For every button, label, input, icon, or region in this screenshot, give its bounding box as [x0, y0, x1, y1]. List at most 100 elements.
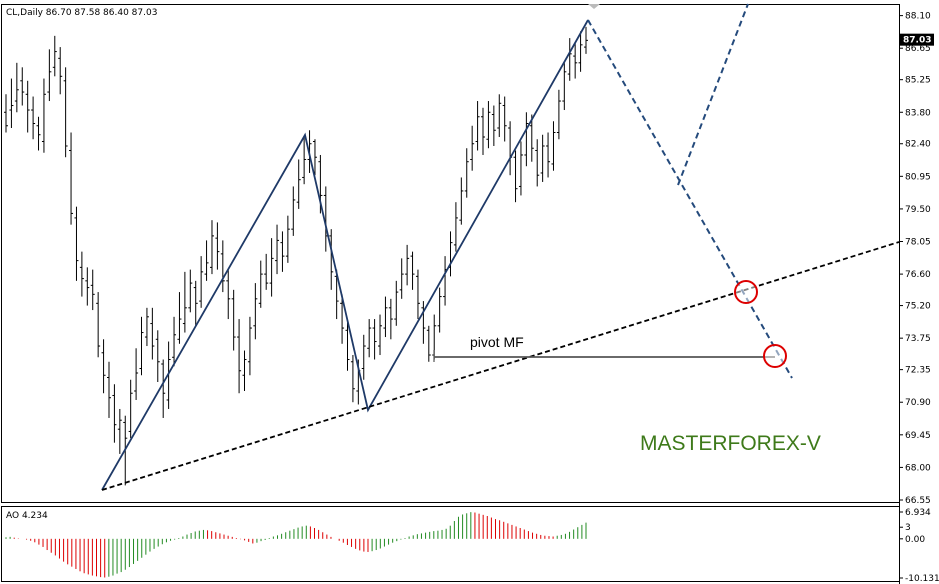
- price-bar: [285, 215, 290, 263]
- price-bar: [79, 251, 84, 297]
- price-bar: [226, 269, 231, 320]
- price-bar: [399, 258, 404, 299]
- price-bar: [58, 47, 63, 95]
- y-axis-ticks: 88.10 86.65 85.25 83.80 82.40 80.95 79.50 78.05…: [899, 12, 931, 506]
- price-bar: [481, 107, 486, 155]
- price-bar: [367, 319, 372, 358]
- dashed-projection-down: [587, 19, 793, 379]
- price-bar: [340, 294, 345, 344]
- price-bar: [453, 202, 458, 252]
- price-bar: [562, 62, 567, 111]
- price-bar: [237, 319, 242, 394]
- price-bar: [204, 240, 209, 281]
- price-bar: [415, 269, 420, 320]
- price-bar: [112, 384, 117, 443]
- price-bar: [378, 314, 383, 356]
- price-bar: [220, 240, 225, 293]
- price-bar: [9, 78, 14, 129]
- price-bar: [47, 49, 52, 102]
- price-bar: [312, 139, 317, 176]
- price-bar: [258, 260, 263, 308]
- price-bar: [551, 121, 556, 171]
- current-price-value: 87.03: [903, 36, 931, 46]
- dashed-projection-up: [677, 3, 749, 186]
- price-bar: [20, 67, 25, 106]
- price-bar: [497, 94, 502, 137]
- arrow-marker: [588, 4, 600, 9]
- price-bar: [96, 292, 101, 358]
- price-bar: [524, 112, 529, 167]
- y-tick-label: 88.10: [905, 12, 931, 22]
- price-bar: [280, 231, 285, 272]
- price-bar: [242, 350, 247, 391]
- price-bar: [361, 334, 366, 380]
- chart-header: CL,Daily 86.70 87.58 86.40 87.03: [6, 8, 157, 18]
- price-bar: [350, 355, 355, 403]
- price-bar: [388, 298, 393, 340]
- price-bar: [69, 132, 74, 225]
- price-bar: [464, 148, 469, 198]
- price-bar: [139, 316, 144, 376]
- price-bar: [101, 339, 106, 394]
- price-bar: [556, 89, 561, 140]
- price-bar: [334, 269, 339, 320]
- zigzag-solid-line: [101, 19, 589, 491]
- price-bar: [540, 134, 545, 182]
- price-bar: [291, 186, 296, 236]
- y-tick-label: 72.35: [905, 366, 931, 376]
- price-bar: [573, 42, 578, 79]
- price-bar: [302, 136, 307, 185]
- y-tick-label: 85.25: [905, 76, 931, 86]
- dashed-support-line: [101, 241, 900, 491]
- price-bar: [85, 267, 90, 306]
- ao-histogram: [5, 512, 587, 578]
- price-bar: [491, 105, 496, 146]
- ao-tick-label: 0.00: [905, 535, 925, 545]
- price-bar: [188, 269, 193, 313]
- price-bar: [172, 316, 177, 367]
- price-bar: [546, 132, 551, 178]
- price-bar: [161, 359, 166, 418]
- ao-axis-ticks: 6.934 3 0.00 -10.131: [899, 508, 939, 584]
- price-bar: [529, 114, 534, 162]
- price-bar: [383, 296, 388, 338]
- price-bar: [150, 307, 155, 360]
- price-bar: [74, 206, 79, 281]
- price-bar: [475, 101, 480, 151]
- price-bar: [209, 220, 214, 275]
- pivot-label: pivot MF: [470, 334, 524, 350]
- watermark-label: MASTERFOREX-V: [640, 432, 821, 455]
- price-bar: [296, 159, 301, 209]
- price-bar: [459, 177, 464, 225]
- price-bar: [275, 224, 280, 275]
- price-bar: [253, 283, 258, 340]
- price-bar: [14, 62, 19, 113]
- price-bar: [421, 301, 426, 344]
- current-price-tag: 87.03: [900, 33, 934, 46]
- price-bar: [4, 94, 8, 133]
- price-bar: [128, 379, 133, 439]
- y-tick-label: 75.20: [905, 302, 931, 312]
- price-bar: [52, 35, 57, 77]
- ao-label: AO 4.234: [6, 511, 48, 521]
- price-bar: [231, 289, 236, 351]
- price-bar: [36, 116, 41, 151]
- price-bar: [345, 321, 350, 371]
- y-tick-label: 83.80: [905, 108, 931, 118]
- price-bar: [486, 101, 491, 149]
- price-bar: [25, 80, 30, 133]
- y-tick-label: 68.00: [905, 463, 931, 473]
- y-tick-label: 69.45: [905, 431, 931, 441]
- price-bar: [117, 408, 122, 454]
- price-bar: [518, 141, 523, 196]
- trendlines: [101, 3, 900, 491]
- y-tick-label: 80.95: [905, 172, 931, 182]
- price-bar: [215, 222, 220, 270]
- ao-tick-label: 6.934: [905, 508, 931, 518]
- price-bar: [90, 269, 95, 311]
- price-bar: [247, 316, 252, 376]
- ao-tick-label: -10.131: [905, 574, 939, 584]
